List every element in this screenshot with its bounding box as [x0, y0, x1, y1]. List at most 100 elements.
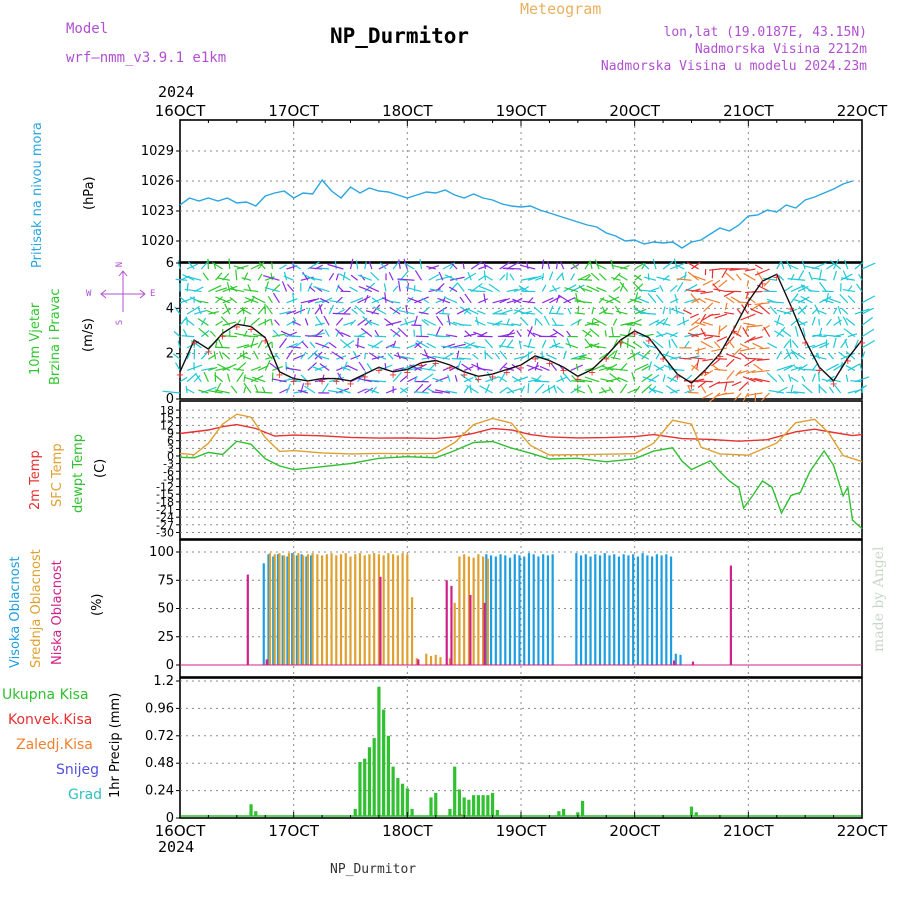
- wind-arrow: [407, 297, 422, 304]
- wind-arrow: [315, 342, 330, 349]
- wind-arrow: [198, 327, 209, 338]
- wind-arrow: [340, 331, 351, 338]
- wind-arrow: [371, 297, 380, 304]
- wind-arrow: [640, 312, 657, 315]
- wind-arrow: [709, 392, 721, 403]
- wind-arrow: [201, 367, 214, 372]
- wind-arrow: [387, 352, 394, 360]
- bar-cloud: [458, 556, 461, 665]
- wind-arrow: [484, 384, 490, 394]
- wind-arrow: [186, 372, 197, 383]
- wind-arrow: [229, 296, 238, 304]
- wind-arrow: [742, 327, 749, 337]
- top-day-tick: 18OCT: [382, 102, 433, 120]
- wind-arrow: [534, 361, 539, 371]
- wind-arrow: [735, 273, 742, 281]
- wind-arrow: [609, 372, 621, 383]
- wind-arrow: [631, 349, 636, 360]
- wind-arrow: [700, 385, 707, 394]
- wind-arrow: [436, 315, 444, 326]
- wind-arrow: [763, 279, 771, 287]
- wind-arrow: [235, 269, 238, 281]
- wind-arrow: [351, 308, 358, 315]
- wind-arrow: [783, 351, 793, 360]
- wind-arrow: [407, 342, 421, 349]
- wind-arrow: [759, 304, 771, 315]
- wind-arrow: [819, 282, 827, 292]
- wind-arrow: [473, 345, 486, 349]
- wind-arrow: [492, 298, 507, 304]
- wind-arrow: [350, 319, 357, 326]
- wind-arrow: [589, 328, 600, 338]
- wind-arrow: [527, 383, 530, 394]
- wind-arrow: [496, 322, 514, 326]
- wind-arrow: [272, 292, 280, 304]
- wind-gust-mark: +: [858, 338, 866, 349]
- wind-arrow: [759, 347, 770, 350]
- wind-arrow: [366, 363, 373, 371]
- wind-arrow: [547, 261, 551, 270]
- wind-arrow: [845, 365, 856, 371]
- precip-legend-frozen: Zaledj.Kisa: [16, 737, 93, 753]
- wind-arrow: [270, 318, 273, 326]
- wind-arrow: [342, 361, 348, 371]
- bar-precip: [562, 808, 566, 816]
- wind-arrow: [499, 350, 508, 360]
- wind-arrow: [293, 389, 307, 394]
- wind-arrow: [233, 265, 245, 270]
- wind-arrow: [216, 277, 230, 281]
- wind-arrow: [525, 312, 536, 315]
- wind-arrow: [743, 322, 756, 326]
- wind-arrow: [456, 350, 460, 360]
- wind-arrow: [278, 337, 287, 349]
- tick-labels: 16OCT 16OCT 17OCT 17OCT 18OCT 18OCT 19OCT 19OCT…: [141, 102, 888, 840]
- tsfc-label: SFC Temp: [50, 443, 65, 507]
- wind-arrow: [485, 275, 493, 281]
- compass-w: W: [86, 289, 92, 299]
- wind-arrow: [691, 261, 701, 270]
- wind-arrow: [754, 264, 763, 270]
- y-tick-label: 0: [166, 392, 174, 407]
- wind-arrow: [753, 363, 763, 371]
- bar-cloud: [627, 555, 630, 665]
- wind-arrow: [676, 278, 692, 281]
- wind-arrow: [215, 346, 230, 349]
- bar-cloud: [527, 553, 531, 665]
- wind-arrow: [335, 373, 342, 383]
- wind-arrow: [845, 374, 849, 382]
- wind-arrow: [243, 342, 259, 349]
- y-tick-label: 6: [167, 435, 174, 448]
- bar-precip: [462, 797, 466, 816]
- wind-arrow: [406, 296, 414, 304]
- wind-arrow: [323, 315, 330, 326]
- wind-arrow: [547, 385, 551, 394]
- wind-arrow: [460, 373, 472, 383]
- wind-arrow: [665, 385, 678, 394]
- bar-precip: [490, 792, 495, 816]
- wind-arrow: [426, 265, 436, 270]
- wind-arrow: [659, 284, 664, 292]
- wind-arrow: [527, 275, 542, 281]
- wind-arrow: [442, 343, 456, 349]
- y-tick-label: 6: [166, 256, 174, 271]
- wind-arrow: [620, 265, 630, 270]
- wind-arrow: [839, 293, 849, 304]
- wind-arrow: [702, 321, 714, 326]
- bar-cloud: [320, 555, 324, 665]
- bar-cloud: [339, 554, 343, 665]
- bar-cloud: [401, 553, 404, 665]
- wind-arrow: [420, 326, 423, 337]
- bar-cloud: [477, 554, 480, 665]
- wind-arrow: [404, 318, 408, 326]
- wind-arrow: [598, 308, 608, 315]
- wind-arrow: [473, 374, 479, 383]
- top-day-tick: 22OCT: [837, 102, 888, 120]
- y-tick-label: -6: [163, 465, 174, 478]
- wind-arrow: [793, 391, 806, 394]
- wind-arrow: [619, 281, 629, 292]
- wind-arrow: [828, 386, 835, 394]
- wind-arrow: [329, 300, 344, 304]
- wind-gust-mark: +: [346, 379, 354, 390]
- wind-arrow: [591, 307, 595, 315]
- wind-arrow: [624, 323, 635, 326]
